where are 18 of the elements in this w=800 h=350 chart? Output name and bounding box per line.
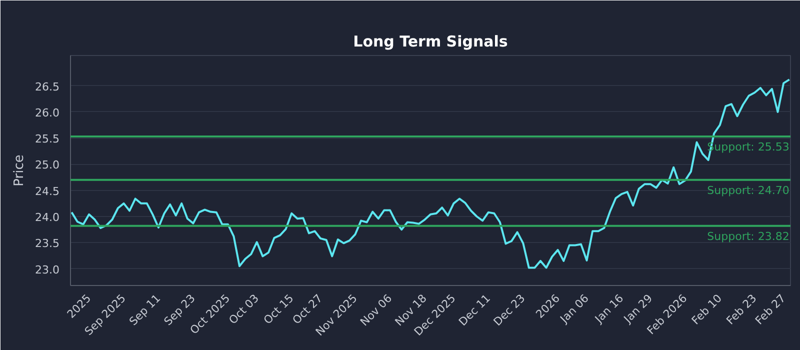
y-tick-label: 25.0 [35,158,60,172]
x-tick-label: Sep 11 [126,292,164,328]
y-tick-label: 26.5 [35,80,60,94]
chart-title: Long Term Signals [353,32,508,50]
y-tick-label: 25.5 [35,132,60,146]
y-tick-label: 23.0 [35,263,60,276]
x-tick-label: Feb 10 [689,292,724,328]
y-tick-label: 24.0 [35,211,60,224]
ref-line-label: Support: 24.70 [707,184,790,197]
ref-line-label: Support: 23.82 [707,230,790,243]
x-tick-label: Dec 23 [491,292,528,329]
x-tick-label: Nov 06 [358,292,395,329]
y-tick-label: 26.0 [35,106,60,120]
y-tick-label: 24.5 [35,184,60,198]
x-tick-label: Dec 11 [456,292,493,329]
line-series [70,78,790,269]
y-tick-label: 23.5 [35,237,60,250]
y-axis-title: Price [12,154,28,186]
